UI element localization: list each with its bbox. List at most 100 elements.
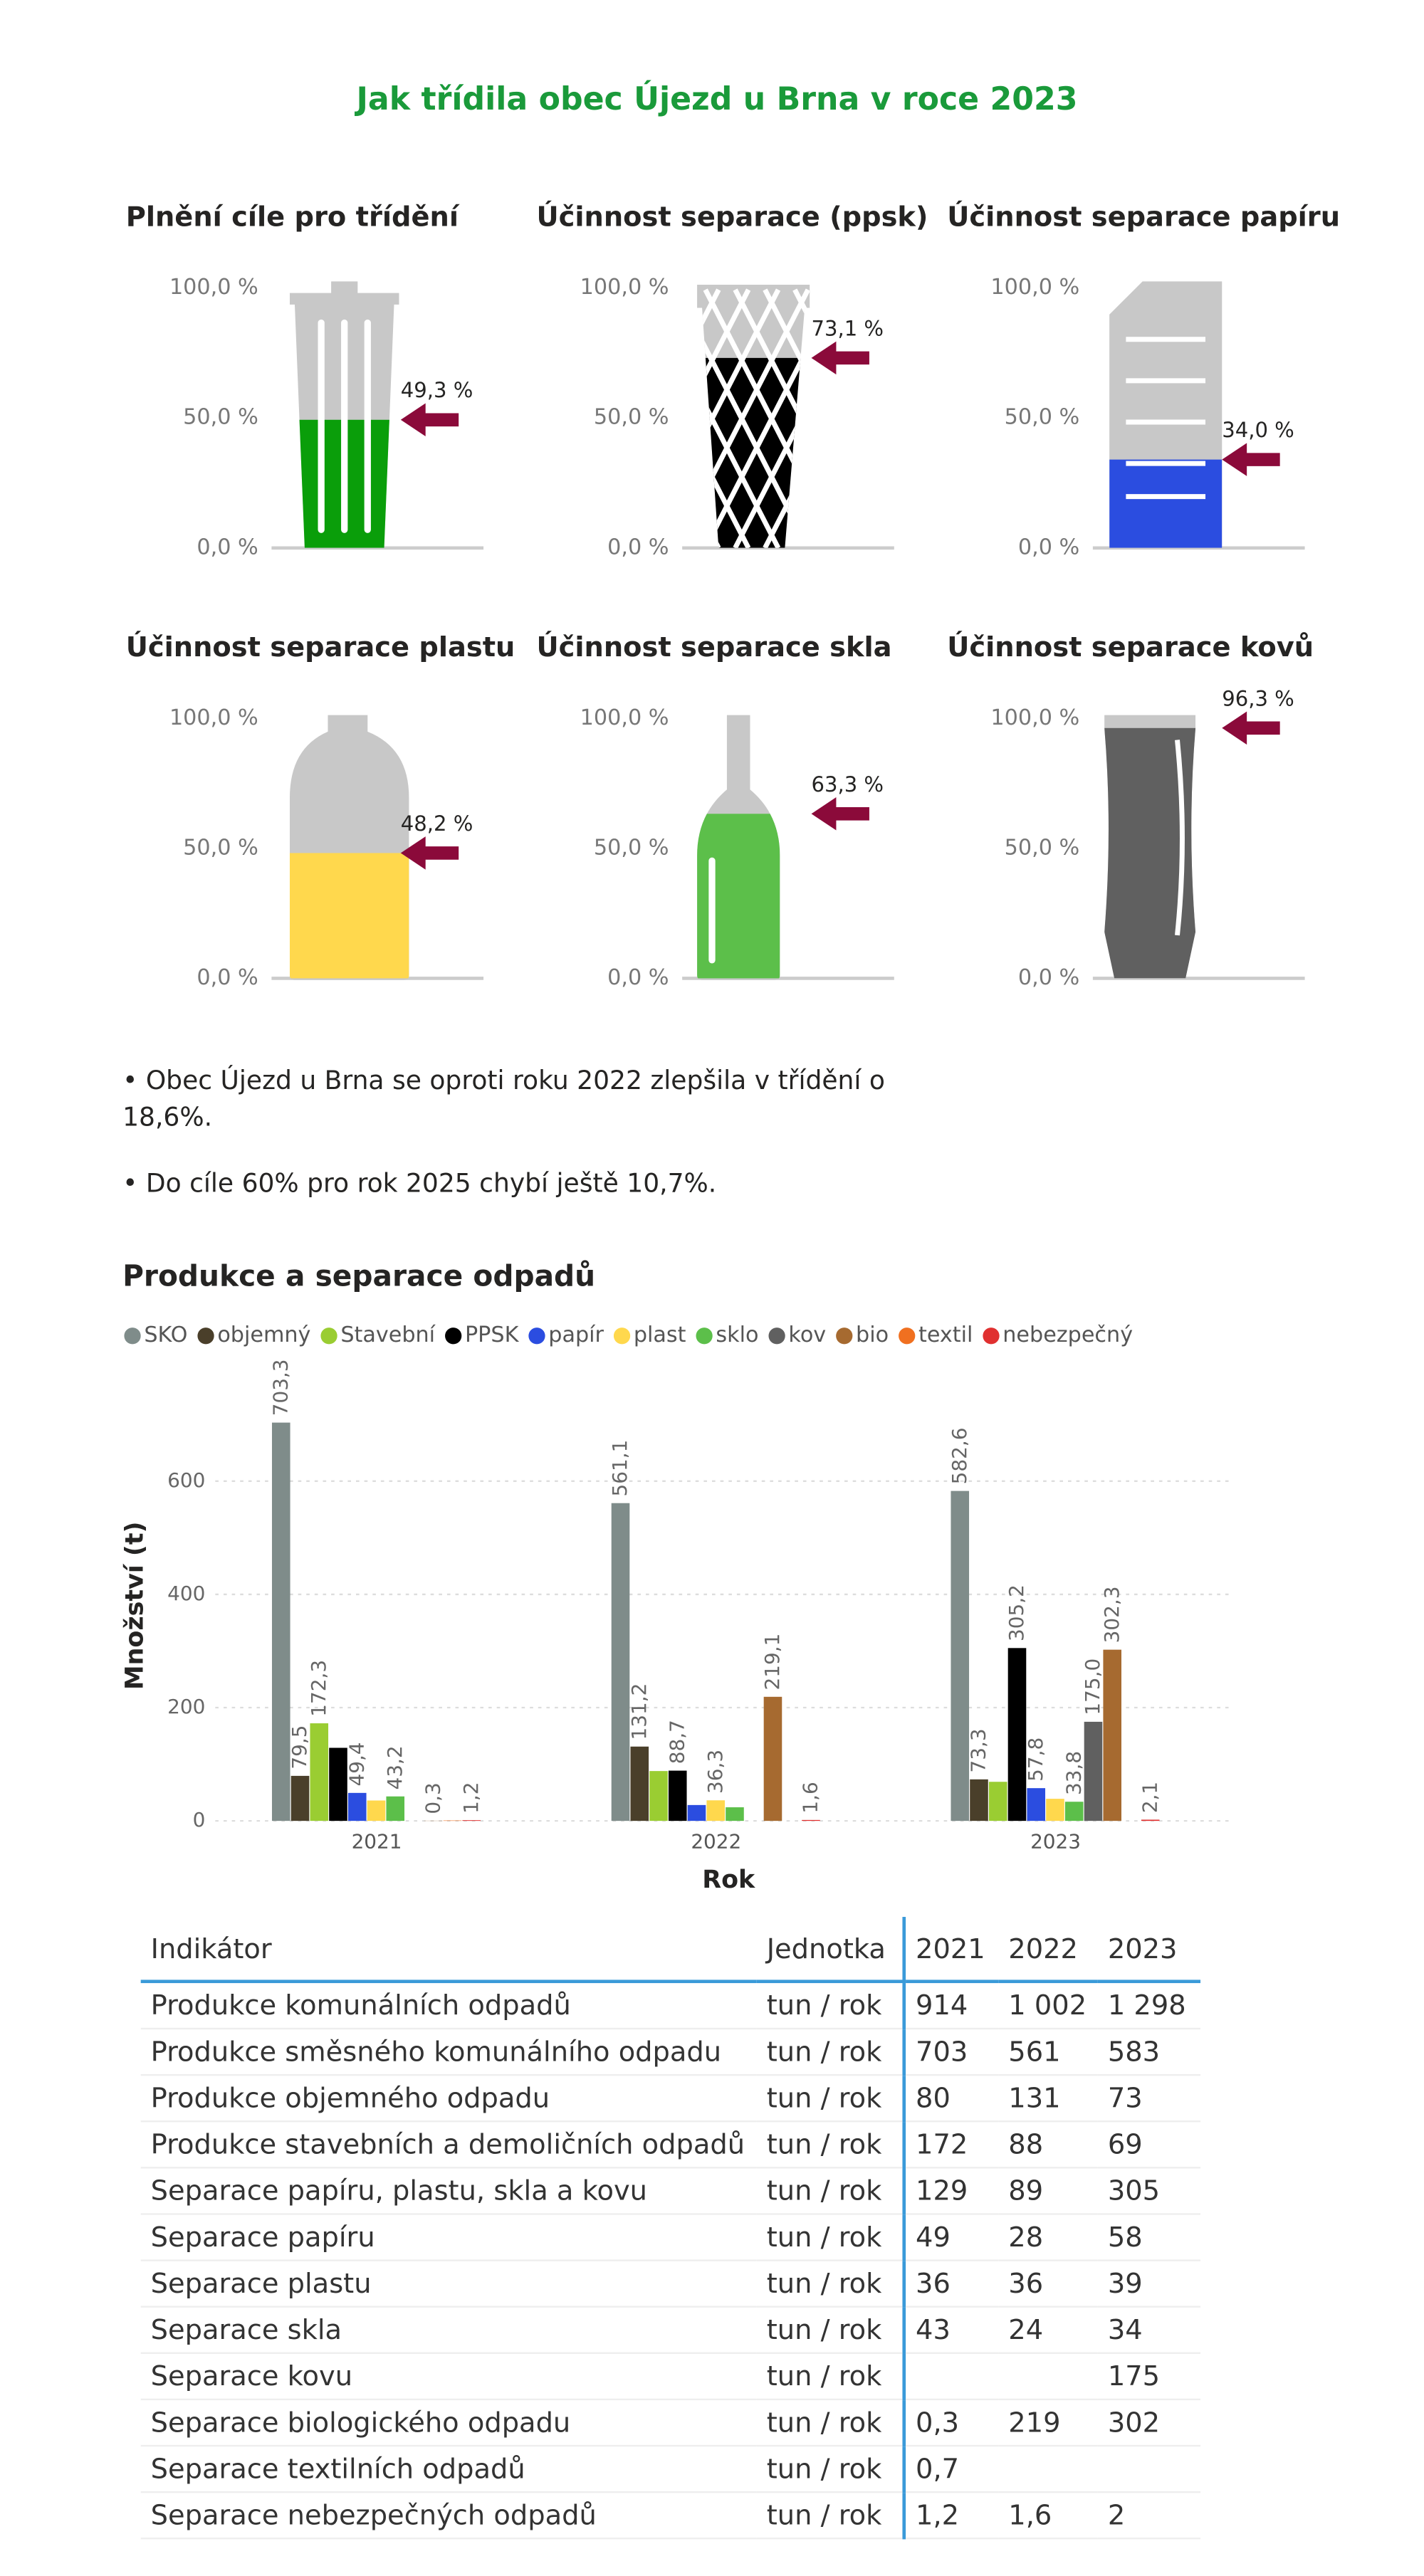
- table-cell: Separace papíru: [140, 2214, 757, 2261]
- data-label: 43,2: [383, 1745, 407, 1789]
- gauge-title: Účinnost separace kovů: [947, 630, 1314, 663]
- gauge: Účinnost separace papíru 0,0 % 50,0 % 100,0…: [947, 199, 1340, 559]
- data-label: 49,4: [345, 1742, 368, 1786]
- bar: [649, 1771, 668, 1821]
- icon-lattice: [884, 290, 1017, 548]
- icon-lattice: [763, 288, 810, 548]
- header-cell: 2021: [904, 1917, 999, 1984]
- table-cell: Separace plastu: [140, 2260, 757, 2308]
- table-cell: 1,2: [904, 2492, 999, 2540]
- bar: [1103, 1649, 1121, 1821]
- data-label: 0,3: [421, 1782, 444, 1814]
- table-row: Separace skla tun / rok 43 24 34: [140, 2306, 1201, 2354]
- gauge-arrow: [811, 341, 869, 375]
- y-tick-label: 400: [167, 1582, 205, 1605]
- table-cell: tun / rok: [756, 1981, 906, 2030]
- gauge: Plnění cíle pro třídění 0,0 % 50,0 % 100,0 …: [126, 201, 484, 559]
- table-cell: tun / rok: [756, 2167, 906, 2215]
- table-cell: tun / rok: [756, 2260, 906, 2308]
- gauge-value-label: 34,0 %: [1222, 418, 1294, 442]
- bar: [763, 1696, 782, 1821]
- y-tick-label: 100,0 %: [990, 275, 1079, 300]
- y-tick-label: 0,0 %: [607, 965, 669, 990]
- legend-marker: [768, 1328, 785, 1345]
- table-row: Produkce stavebních a demoličních odpadů…: [140, 2121, 1201, 2169]
- gauge-arrow: [1222, 443, 1280, 476]
- table-cell: tun / rok: [756, 2306, 906, 2354]
- legend-label: nebezpečný: [1002, 1323, 1133, 1347]
- gauge-arrow: [400, 836, 459, 870]
- x-tick-label: 2023: [1030, 1829, 1081, 1853]
- bar: [290, 1775, 310, 1821]
- data-label: 703,3: [268, 1359, 292, 1416]
- table-cell: 1,6: [998, 2492, 1098, 2540]
- gauge-title: Účinnost separace plastu: [126, 630, 515, 663]
- bar: [706, 1800, 726, 1821]
- table-row: Separace kovu tun / rok 175: [140, 2352, 1201, 2401]
- table-row: Separace textilních odpadů tun / rok 0,7: [140, 2446, 1201, 2493]
- icon-lattice: [884, 290, 1017, 548]
- bar: [668, 1770, 687, 1821]
- bar: [347, 1792, 367, 1821]
- legend-marker: [899, 1328, 916, 1345]
- bar: [802, 1819, 820, 1821]
- bar: [1064, 1802, 1084, 1821]
- gauge-value-label: 63,3 %: [812, 772, 884, 797]
- table-cell: 703: [904, 2028, 999, 2076]
- y-tick-label: 50,0 %: [594, 835, 669, 860]
- gauge-fill: [289, 853, 409, 979]
- bar: [951, 1491, 970, 1821]
- data-label: 582,6: [948, 1427, 971, 1484]
- data-label: 33,8: [1062, 1751, 1085, 1795]
- legend-marker: [613, 1328, 631, 1345]
- table-cell: Produkce stavebních a demoličních odpadů: [140, 2121, 757, 2169]
- table-cell: 39: [1097, 2260, 1201, 2308]
- legend-label: papír: [548, 1323, 604, 1347]
- gauge-arrow: [811, 797, 869, 831]
- table-row: Separace biologického odpadu tun / rok 0,3…: [140, 2399, 1201, 2447]
- y-tick-label: 100,0 %: [580, 275, 669, 300]
- legend-label: objemný: [217, 1323, 310, 1347]
- icon-highlight: [1175, 740, 1185, 936]
- data-label: 1,6: [799, 1782, 822, 1813]
- bar: [386, 1796, 405, 1821]
- table-cell: 914: [904, 1981, 999, 2030]
- table-cell: 302: [1097, 2399, 1201, 2447]
- y-tick-label: 100,0 %: [169, 705, 258, 730]
- table-cell: 43: [904, 2306, 999, 2354]
- table-cell: 88: [998, 2121, 1098, 2169]
- notes: • Obec Újezd u Brna se oproti roku 2022 …: [122, 1063, 909, 1231]
- chart-title: Produkce a separace odpadů: [122, 1258, 595, 1293]
- y-tick-label: 50,0 %: [1005, 405, 1080, 430]
- y-tick-label: 0: [193, 1808, 206, 1831]
- icon-lattice: [703, 288, 810, 548]
- table-header: Indikátor Jednotka 2021 2022 2023: [140, 1917, 1201, 1984]
- gauge-value-label: 96,3 %: [1222, 686, 1294, 710]
- y-axis-label: Množství (t): [121, 1522, 150, 1691]
- data-label: 79,5: [288, 1725, 311, 1769]
- gauge-value-label: 49,3 %: [401, 378, 473, 402]
- data-label: 131,2: [627, 1683, 651, 1740]
- gauge: Účinnost separace kovů 0,0 % 50,0 % 100,0 %…: [947, 630, 1314, 990]
- table-cell: 1 002: [998, 1981, 1098, 2030]
- gauge-title: Účinnost separace skla: [536, 630, 891, 663]
- y-tick-label: 100,0 %: [169, 275, 258, 300]
- table-row: Separace nebezpečných odpadů tun / rok 1,2…: [140, 2492, 1201, 2540]
- data-label: 57,8: [1024, 1738, 1047, 1782]
- gauge-fill: [1109, 459, 1223, 548]
- table-cell: 36: [998, 2260, 1098, 2308]
- bar: [1141, 1819, 1160, 1821]
- y-tick-label: 50,0 %: [1005, 835, 1080, 860]
- table-cell: Separace skla: [140, 2306, 757, 2354]
- y-tick-label: 0,0 %: [197, 965, 258, 990]
- table-cell: 49: [904, 2214, 999, 2261]
- table-cell: 24: [998, 2306, 1098, 2354]
- bar: [271, 1422, 290, 1821]
- table-cell: [1097, 2446, 1201, 2493]
- table-cell: 1 298: [1097, 1981, 1201, 2030]
- y-tick-label: 50,0 %: [594, 405, 669, 430]
- table-cell: tun / rok: [756, 2352, 906, 2401]
- table-cell: tun / rok: [756, 2399, 906, 2447]
- data-label: 2,1: [1138, 1782, 1161, 1813]
- table-row: Separace plastu tun / rok 36 36 39: [140, 2260, 1201, 2308]
